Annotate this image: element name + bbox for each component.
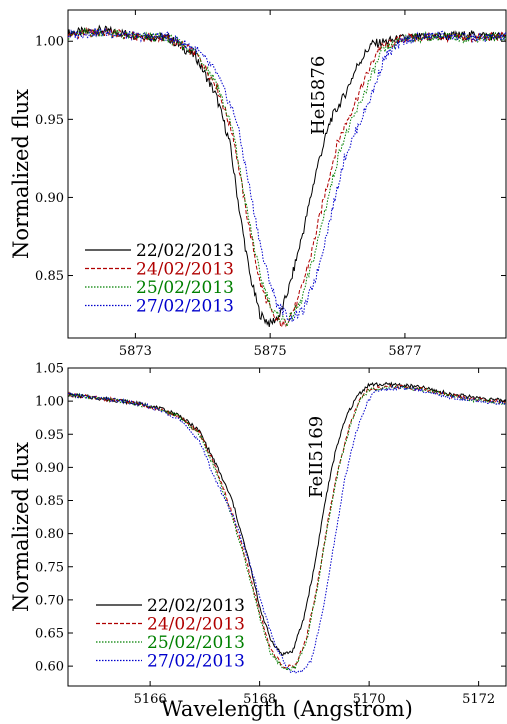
series-line-24/02/2013 — [68, 383, 506, 669]
legend-entry: 24/02/2013 — [147, 615, 245, 635]
y-tick-label: 0.80 — [35, 527, 64, 542]
series-line-24/02/2013 — [68, 26, 506, 328]
y-tick-label: 0.65 — [35, 627, 64, 642]
legend-entry: 22/02/2013 — [136, 241, 234, 261]
y-tick-label: 1.00 — [35, 35, 64, 50]
y-tick-label: 0.95 — [35, 428, 64, 443]
x-axis-ticks: 5166 5168 5170 5172 — [134, 368, 495, 707]
x-tick-label: 5877 — [388, 344, 421, 359]
x-axis-ticks: 5873 5875 5877 — [119, 10, 421, 359]
y-axis-ticks: 0.60 0.65 0.70 0.75 0.80 0.85 0.90 0.95 1.00 1.05 — [35, 362, 506, 675]
x-tick-label: 5172 — [462, 692, 495, 707]
series-line-22/02/2013 — [68, 381, 506, 657]
y-tick-label: 0.90 — [35, 191, 64, 206]
series-line-25/02/2013 — [68, 27, 506, 328]
y-tick-label: 0.75 — [35, 560, 64, 575]
series-line-25/02/2013 — [68, 385, 506, 672]
series-layer — [68, 381, 506, 675]
y-axis-label: Normalized flux — [9, 89, 33, 259]
y-tick-label: 0.60 — [35, 660, 64, 675]
y-axis-label: Normalized flux — [9, 442, 33, 612]
y-tick-label: 0.70 — [35, 593, 64, 608]
line-annotation: HeI5876 — [308, 56, 329, 135]
legend-entry: 25/02/2013 — [136, 278, 234, 298]
x-tick-label: 5166 — [134, 692, 167, 707]
legend-entry: 25/02/2013 — [147, 633, 245, 653]
x-tick-label: 5873 — [119, 344, 152, 359]
line-annotation: FeII5169 — [306, 416, 327, 498]
x-tick-label: 5170 — [353, 692, 386, 707]
series-line-27/02/2013 — [68, 26, 506, 323]
legend-entry: 27/02/2013 — [147, 652, 245, 672]
legend-entry: 22/02/2013 — [147, 596, 245, 616]
y-tick-label: 0.95 — [35, 113, 64, 128]
y-tick-label: 1.00 — [35, 395, 64, 410]
y-tick-label: 1.05 — [35, 362, 64, 377]
y-axis-ticks: 0.85 0.90 0.95 1.00 — [35, 35, 506, 284]
heI-5876-panel: 5873 5875 5877 0.85 0.90 0.95 1.00 Normalized… — [9, 9, 507, 359]
plot-frame — [67, 9, 507, 339]
series-line-22/02/2013 — [68, 24, 506, 328]
feII-5169-panel: 5166 5168 5170 5172 0.60 0.65 0.70 0.75 0.80 0.8… — [9, 362, 507, 721]
x-axis-label: Wavelength (Angstrom) — [161, 697, 413, 721]
x-tick-label: 5168 — [243, 692, 276, 707]
y-tick-label: 0.85 — [35, 269, 64, 284]
y-tick-label: 0.85 — [35, 494, 64, 509]
plot-frame — [67, 367, 507, 687]
y-tick-label: 0.90 — [35, 461, 64, 476]
series-line-27/02/2013 — [68, 385, 506, 675]
x-tick-label: 5875 — [254, 344, 287, 359]
legend-entry: 27/02/2013 — [136, 297, 234, 317]
legend-entry: 24/02/2013 — [136, 260, 234, 280]
series-layer — [68, 24, 506, 328]
